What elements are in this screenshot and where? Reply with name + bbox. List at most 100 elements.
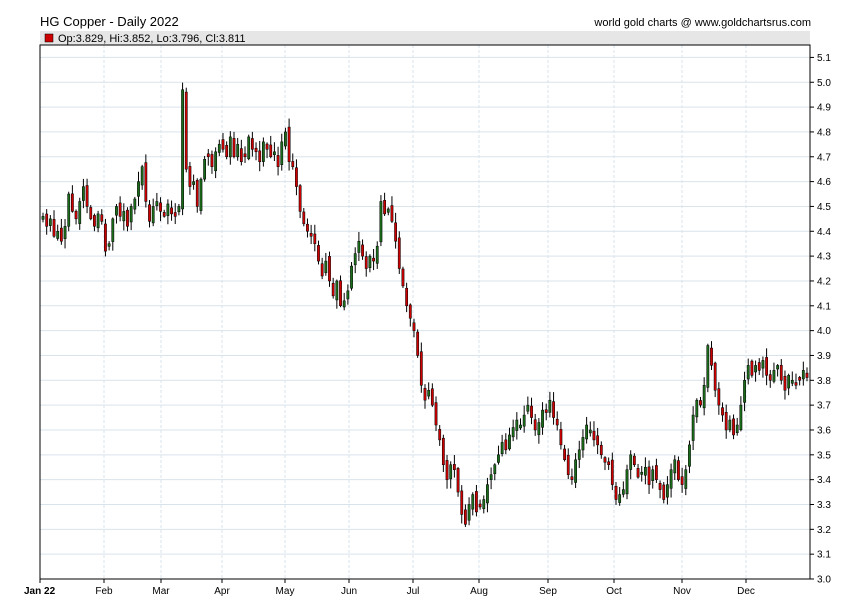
candle (364, 251, 368, 277)
candle (254, 142, 258, 161)
candle-body (261, 141, 265, 162)
candle (111, 217, 115, 251)
x-tick-label: Sep (539, 586, 557, 597)
candle-body (677, 460, 680, 480)
candle-body (59, 227, 63, 242)
candle (456, 467, 460, 497)
x-tick-label: Jul (407, 586, 420, 597)
candle (743, 371, 746, 412)
candle (302, 207, 306, 227)
candle-body (632, 455, 636, 465)
candle (416, 329, 420, 358)
candle-body (643, 466, 647, 476)
candle (375, 241, 379, 269)
candle (96, 210, 100, 233)
y-tick-label: 3.5 (817, 450, 831, 461)
candle (181, 82, 184, 216)
candle (445, 454, 449, 489)
candle (563, 444, 566, 462)
candle-body (353, 253, 357, 266)
candle (184, 87, 188, 173)
candle (313, 224, 317, 252)
candle-body (735, 424, 739, 433)
candle (430, 383, 434, 408)
candle-body (159, 202, 162, 212)
candle-body (181, 89, 184, 210)
candle-body (199, 178, 203, 211)
candle (206, 148, 210, 166)
candle-body (82, 186, 85, 201)
candle (588, 421, 592, 437)
candle (280, 133, 284, 171)
candle (739, 396, 743, 432)
candle-body (45, 213, 49, 227)
plot-frame (39, 44, 811, 580)
candle-body (214, 151, 218, 172)
candle-body (680, 476, 684, 485)
candle (508, 427, 511, 451)
candle-body (317, 245, 320, 262)
candle-body (779, 365, 783, 381)
candle (625, 464, 629, 500)
candle-body (291, 161, 295, 167)
candle-body (70, 193, 74, 212)
candle-body (629, 454, 633, 470)
y-tick-label: 4.1 (817, 301, 831, 312)
candle (702, 377, 706, 416)
y-tick-label: 3.1 (817, 550, 831, 561)
candle-body (522, 414, 526, 427)
candle-body (537, 422, 541, 436)
chart-attribution: world gold charts @ www.goldchartsrus.co… (593, 17, 811, 29)
y-tick-label: 3.7 (817, 401, 831, 412)
candle-body (728, 419, 732, 431)
candle-body (350, 265, 353, 289)
candle-body (93, 215, 96, 227)
candle (379, 195, 383, 247)
candle-body (754, 365, 757, 373)
candle (541, 402, 544, 435)
candle (632, 453, 636, 467)
candle (386, 207, 390, 216)
candle-body (342, 300, 346, 308)
candle-body (441, 437, 445, 465)
candle (754, 360, 757, 382)
candle (291, 153, 295, 170)
candle (412, 318, 416, 338)
candle (67, 191, 71, 232)
candle (361, 239, 364, 260)
candle (596, 427, 600, 455)
y-tick-label: 4.2 (817, 276, 831, 287)
candle-body (651, 469, 655, 481)
candle-body (210, 154, 214, 167)
candle (298, 184, 302, 219)
x-tick-label: Dec (737, 586, 755, 597)
candle (210, 150, 214, 174)
candle-body (118, 202, 122, 217)
candle (460, 485, 464, 524)
candle-body (423, 388, 427, 401)
candle (331, 277, 335, 299)
candle-body (581, 437, 585, 451)
candle (599, 441, 603, 459)
candle (559, 421, 563, 450)
candle (214, 147, 218, 179)
candle (636, 463, 640, 479)
candle-body (699, 400, 702, 406)
candle-body (188, 166, 192, 187)
candle (666, 476, 669, 505)
candle-body (328, 256, 331, 282)
candle (107, 241, 111, 251)
candle (779, 359, 783, 385)
candle-body (397, 237, 401, 269)
candle-body (401, 268, 405, 287)
candle-body (430, 388, 434, 406)
candle (350, 262, 353, 291)
candle (339, 275, 342, 308)
candle (522, 405, 526, 433)
candle (41, 212, 45, 223)
candle-body (361, 244, 364, 257)
candle-body (548, 399, 552, 413)
candle (724, 404, 728, 439)
candle-body (533, 419, 537, 431)
candle-body (717, 388, 721, 406)
